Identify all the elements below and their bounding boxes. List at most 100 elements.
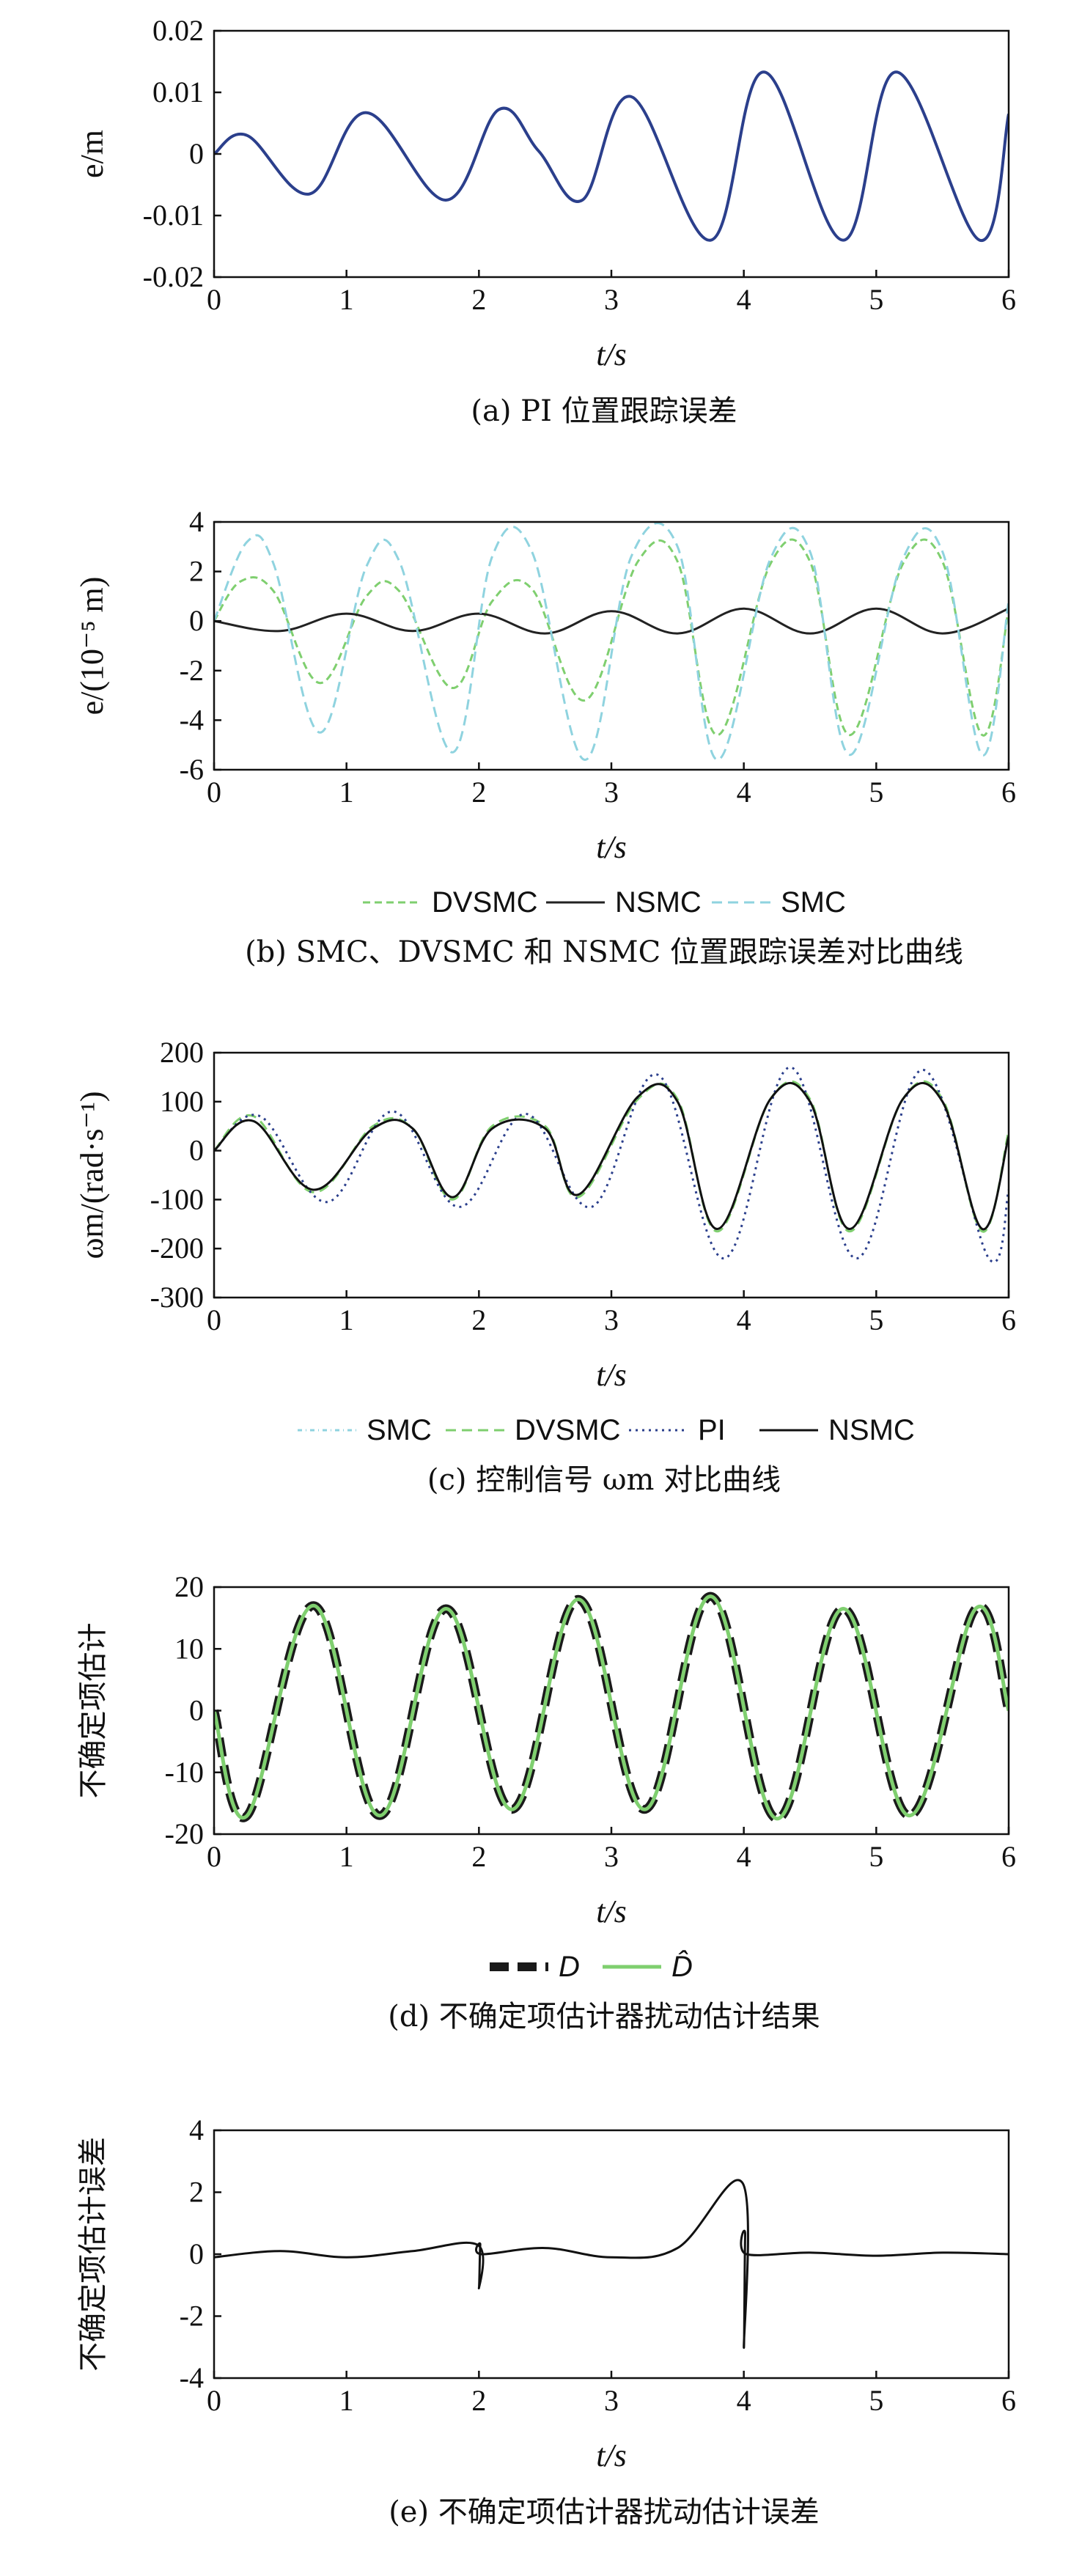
x-tick-label: 0 bbox=[207, 283, 221, 316]
x-tick-label: 2 bbox=[471, 2384, 486, 2417]
legend-label: D bbox=[559, 1951, 580, 1983]
x-tick-label: 0 bbox=[207, 1840, 221, 1873]
legend-label: PI bbox=[698, 1414, 726, 1446]
y-tick-label: 2 bbox=[189, 2176, 204, 2209]
x-axis-label: t/s bbox=[596, 2437, 627, 2473]
x-tick-label: 3 bbox=[604, 1840, 619, 1873]
x-tick-label: 5 bbox=[869, 776, 883, 809]
x-axis-label: t/s bbox=[596, 1357, 627, 1393]
series-group bbox=[214, 2179, 1009, 2349]
legend-label: DVSMC bbox=[515, 1414, 620, 1446]
chart-panel-d: 0 1 2 3 4 5 6 20 10 0 -10 -20 t/s 不确定项估计 D D̂ (d) 不确定项估计… bbox=[76, 1570, 1016, 2034]
y-tick-label: -6 bbox=[180, 753, 204, 786]
chart-panel-b: 0 1 2 3 4 5 6 4 2 0 -2 -4 -6 t/s e/(10⁻⁵ m) DVSMC NSMC SM… bbox=[74, 505, 1016, 969]
series-group bbox=[214, 1591, 1009, 1823]
x-tick-label: 5 bbox=[869, 2384, 883, 2417]
x-tick-label: 4 bbox=[737, 1303, 751, 1336]
x-tick-label: 5 bbox=[869, 1303, 883, 1336]
x-axis-label: t/s bbox=[596, 1894, 627, 1929]
chart-panel-e: 0 1 2 3 4 5 6 4 2 0 -2 -4 t/s 不确定项估计误差 (e) 不确定项估计器扰动估计… bbox=[76, 2113, 1016, 2529]
x-tick-label: 6 bbox=[1001, 1840, 1016, 1873]
legend-label: SMC bbox=[367, 1414, 432, 1446]
x-tick-label: 4 bbox=[737, 2384, 751, 2417]
series-line-smc bbox=[214, 522, 1009, 762]
y-tick-label: 0 bbox=[189, 1134, 204, 1167]
x-tick-label: 6 bbox=[1001, 283, 1016, 316]
x-tick-label: 1 bbox=[339, 2384, 354, 2417]
x-tick-label: 3 bbox=[604, 776, 619, 809]
y-tick-label: 0 bbox=[189, 1694, 204, 1727]
x-tick-label: 5 bbox=[869, 283, 883, 316]
series-line-nsmc bbox=[214, 1081, 1009, 1231]
x-axis-label: t/s bbox=[596, 336, 627, 372]
y-tick-label: -0.02 bbox=[143, 260, 204, 293]
caption: (c) 控制信号 ωm 对比曲线 bbox=[427, 1463, 781, 1497]
y-tick-label: 0 bbox=[189, 604, 204, 637]
series-line-d bbox=[214, 1594, 1009, 1821]
x-tick-label: 6 bbox=[1001, 2384, 1016, 2417]
y-tick-label: 4 bbox=[189, 505, 204, 538]
y-tick-label: 100 bbox=[160, 1085, 204, 1118]
y-axis-label: e/(10⁻⁵ m) bbox=[74, 577, 110, 715]
y-tick-label: -300 bbox=[150, 1281, 204, 1314]
legend-label: SMC bbox=[781, 886, 846, 919]
y-axis-label: e/m bbox=[74, 130, 110, 178]
x-tick-label: 4 bbox=[737, 283, 751, 316]
y-tick-label: -4 bbox=[180, 2361, 204, 2394]
y-tick-label: 0 bbox=[189, 137, 204, 170]
series-line-nsmc bbox=[214, 607, 1009, 635]
y-tick-label: 2 bbox=[189, 555, 204, 588]
x-tick-label: 3 bbox=[604, 283, 619, 316]
y-axis-label: 不确定项估计 bbox=[76, 1623, 110, 1799]
series-group bbox=[214, 70, 1009, 242]
x-tick-label: 2 bbox=[471, 1303, 486, 1336]
series-line-main bbox=[214, 2179, 1009, 2349]
legend-label: NSMC bbox=[615, 886, 702, 919]
series-group bbox=[214, 1066, 1009, 1263]
caption: (d) 不确定项估计器扰动估计结果 bbox=[388, 2000, 820, 2034]
x-tick-label: 1 bbox=[339, 1303, 354, 1336]
x-tick-label: 6 bbox=[1001, 1303, 1016, 1336]
y-axis-label: ωm/(rad·s⁻¹) bbox=[74, 1091, 110, 1259]
legend-label: DVSMC bbox=[432, 886, 537, 919]
x-tick-label: 1 bbox=[339, 283, 354, 316]
x-tick-label: 2 bbox=[471, 1840, 486, 1873]
x-tick-label: 2 bbox=[471, 283, 486, 316]
chart-panel-a: 0 1 2 3 4 5 6 0.02 0.01 0 -0.01 -0.02 t/s e/m (a) PI 位… bbox=[74, 14, 1016, 428]
x-tick-label: 4 bbox=[737, 776, 751, 809]
x-tick-label: 3 bbox=[604, 1303, 619, 1336]
series-line-main bbox=[214, 70, 1009, 242]
y-tick-label: -200 bbox=[150, 1232, 204, 1265]
x-tick-label: 5 bbox=[869, 1840, 883, 1873]
y-tick-label: 10 bbox=[174, 1632, 204, 1665]
x-tick-label: 0 bbox=[207, 1303, 221, 1336]
caption: (a) PI 位置跟踪误差 bbox=[471, 394, 737, 428]
y-tick-label: -10 bbox=[165, 1756, 204, 1789]
legend-label: D̂ bbox=[671, 1949, 693, 1983]
x-tick-label: 6 bbox=[1001, 776, 1016, 809]
y-tick-label: 0 bbox=[189, 2237, 204, 2270]
chart-panel-c: 0 1 2 3 4 5 6 200 100 0 -100 -200 -300 t/s ωm/(rad·s⁻¹… bbox=[74, 1036, 1016, 1497]
y-axis-label: 不确定项估计误差 bbox=[76, 2137, 110, 2371]
x-tick-label: 3 bbox=[604, 2384, 619, 2417]
y-tick-label: -4 bbox=[180, 703, 204, 736]
x-tick-label: 0 bbox=[207, 2384, 221, 2417]
y-tick-label: -2 bbox=[180, 654, 204, 687]
y-tick-label: 0.02 bbox=[152, 14, 204, 47]
caption: (e) 不确定项估计器扰动估计误差 bbox=[389, 2495, 820, 2529]
series-group bbox=[214, 522, 1009, 762]
x-tick-label: 4 bbox=[737, 1840, 751, 1873]
y-tick-label: -2 bbox=[180, 2300, 204, 2333]
y-tick-label: -20 bbox=[165, 1817, 204, 1850]
y-tick-label: -0.01 bbox=[143, 199, 204, 232]
x-tick-label: 0 bbox=[207, 776, 221, 809]
legend-label: NSMC bbox=[828, 1414, 915, 1446]
y-tick-label: -100 bbox=[150, 1182, 204, 1215]
x-tick-label: 1 bbox=[339, 1840, 354, 1873]
y-tick-label: 0.01 bbox=[152, 76, 204, 108]
caption: (b) SMC、DVSMC 和 NSMC 位置跟踪误差对比曲线 bbox=[245, 935, 963, 969]
x-tick-label: 1 bbox=[339, 776, 354, 809]
x-tick-label: 2 bbox=[471, 776, 486, 809]
y-tick-label: 4 bbox=[189, 2113, 204, 2146]
